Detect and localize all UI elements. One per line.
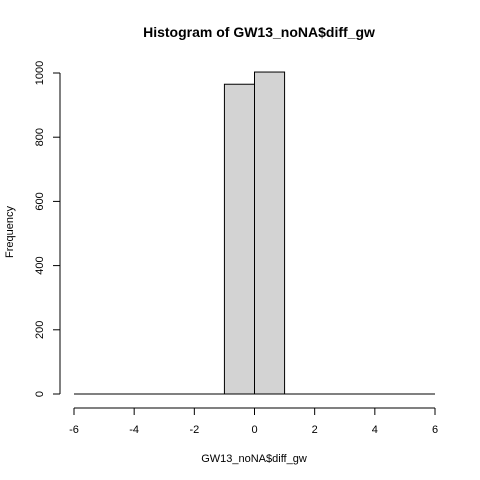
x-tick-label: 0: [251, 424, 257, 436]
x-tick-label: -4: [129, 424, 139, 436]
y-tick-label: 200: [34, 321, 46, 339]
x-axis-label: GW13_noNA$diff_gw: [201, 453, 307, 465]
x-tick-label: 6: [432, 424, 438, 436]
histogram-bar: [224, 84, 254, 394]
y-tick-label: 800: [34, 128, 46, 146]
x-tick-label: -2: [189, 424, 199, 436]
y-tick-label: 0: [34, 391, 46, 397]
x-tick-label: -6: [69, 424, 79, 436]
x-axis: -6 -4 -2 0 2 4 6: [69, 408, 438, 436]
x-tick-label: 2: [312, 424, 318, 436]
x-tick-label: 4: [372, 424, 378, 436]
y-tick-label: 600: [34, 192, 46, 210]
y-axis: 0 200 400 600 800 1000: [34, 61, 60, 397]
y-tick-label: 400: [34, 256, 46, 274]
chart-title: Histogram of GW13_noNA$diff_gw: [143, 24, 375, 40]
y-tick-label: 1000: [34, 61, 46, 85]
histogram-bar: [255, 72, 285, 394]
histogram-bars: [74, 72, 435, 394]
y-axis-label: Frequency: [4, 206, 16, 258]
